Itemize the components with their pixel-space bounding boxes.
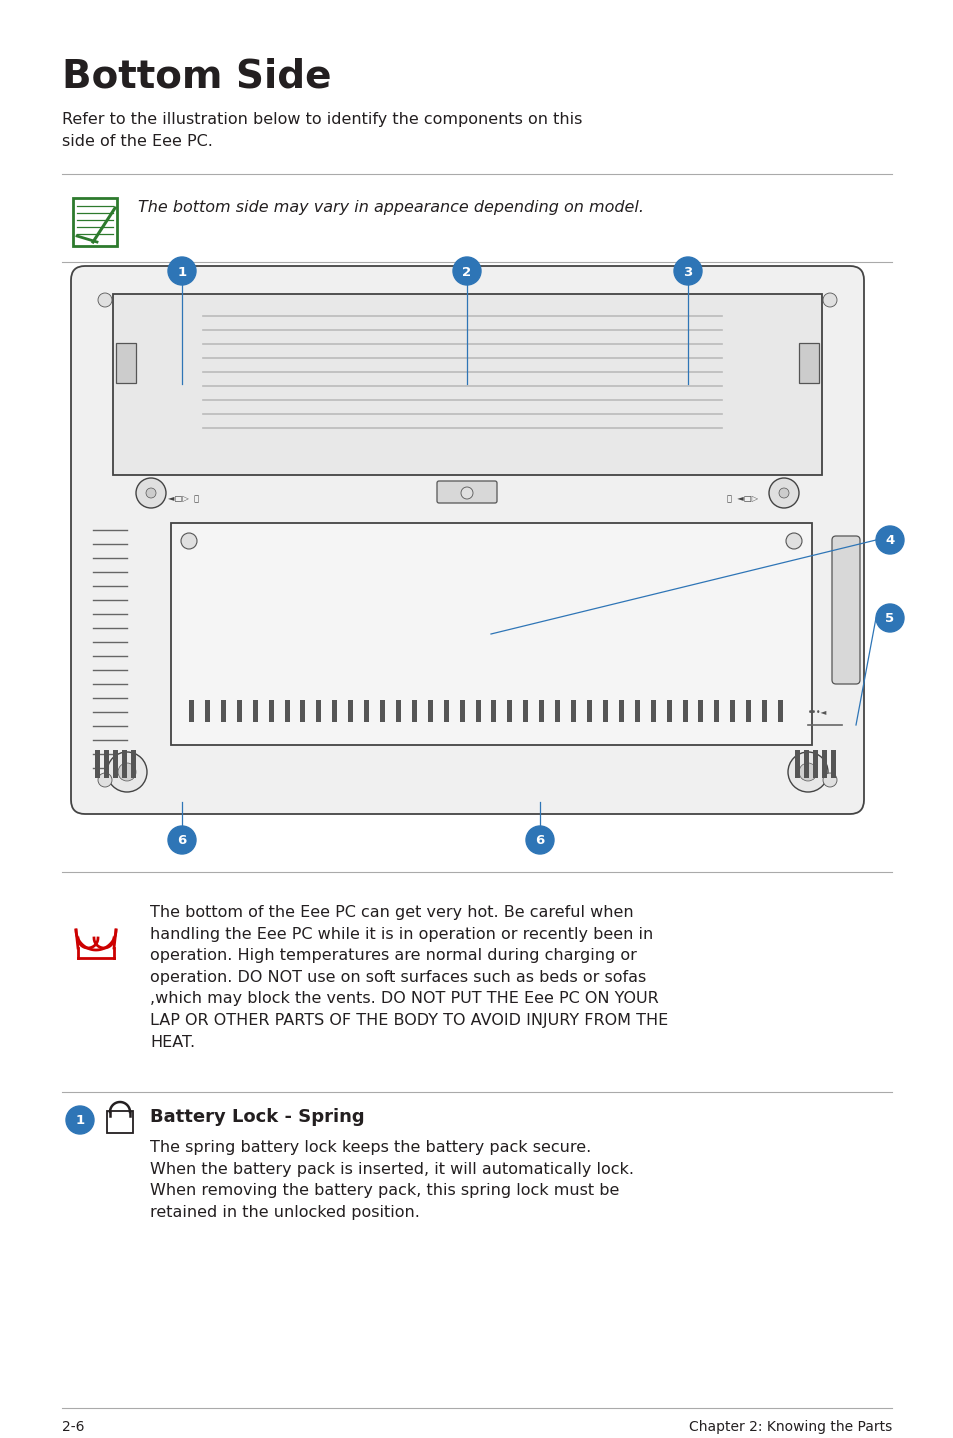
FancyBboxPatch shape: [555, 700, 559, 722]
FancyBboxPatch shape: [571, 700, 576, 722]
Circle shape: [673, 257, 701, 285]
Text: 2: 2: [462, 266, 471, 279]
FancyBboxPatch shape: [698, 700, 702, 722]
FancyBboxPatch shape: [412, 700, 416, 722]
Circle shape: [525, 825, 554, 854]
FancyBboxPatch shape: [107, 1112, 132, 1133]
Text: Chapter 2: Knowing the Parts: Chapter 2: Knowing the Parts: [688, 1419, 891, 1434]
Circle shape: [460, 487, 473, 499]
FancyBboxPatch shape: [364, 700, 369, 722]
FancyBboxPatch shape: [830, 751, 835, 778]
FancyBboxPatch shape: [332, 700, 337, 722]
Text: 4: 4: [884, 535, 894, 548]
FancyBboxPatch shape: [436, 480, 497, 503]
FancyBboxPatch shape: [586, 700, 592, 722]
FancyBboxPatch shape: [803, 751, 808, 778]
Circle shape: [822, 293, 836, 306]
Circle shape: [107, 752, 147, 792]
Text: 1: 1: [75, 1114, 85, 1127]
FancyBboxPatch shape: [634, 700, 639, 722]
FancyBboxPatch shape: [666, 700, 671, 722]
Circle shape: [453, 257, 480, 285]
FancyBboxPatch shape: [618, 700, 623, 722]
Circle shape: [822, 774, 836, 787]
Text: ⚿  ◄□▷: ⚿ ◄□▷: [726, 495, 758, 503]
FancyBboxPatch shape: [112, 293, 821, 475]
FancyBboxPatch shape: [812, 751, 817, 778]
FancyBboxPatch shape: [427, 700, 433, 722]
Text: The bottom side may vary in appearance depending on model.: The bottom side may vary in appearance d…: [138, 200, 643, 216]
Circle shape: [768, 477, 799, 508]
FancyBboxPatch shape: [714, 700, 719, 722]
FancyBboxPatch shape: [778, 700, 782, 722]
Circle shape: [787, 752, 827, 792]
Circle shape: [168, 257, 195, 285]
Text: 6: 6: [177, 834, 187, 847]
FancyBboxPatch shape: [523, 700, 528, 722]
FancyBboxPatch shape: [73, 198, 117, 246]
FancyBboxPatch shape: [316, 700, 321, 722]
Text: The bottom of the Eee PC can get very hot. Be careful when
handling the Eee PC w: The bottom of the Eee PC can get very ho…: [150, 905, 667, 1050]
FancyBboxPatch shape: [507, 700, 512, 722]
Circle shape: [136, 477, 166, 508]
FancyBboxPatch shape: [395, 700, 400, 722]
Circle shape: [785, 533, 801, 549]
Circle shape: [146, 487, 156, 498]
FancyBboxPatch shape: [379, 700, 385, 722]
FancyBboxPatch shape: [821, 751, 826, 778]
Text: ◄□▷  ⚿: ◄□▷ ⚿: [168, 495, 199, 503]
FancyBboxPatch shape: [650, 700, 655, 722]
FancyBboxPatch shape: [538, 700, 544, 722]
FancyBboxPatch shape: [269, 700, 274, 722]
Text: 3: 3: [682, 266, 692, 279]
Circle shape: [779, 487, 788, 498]
Circle shape: [66, 1106, 94, 1135]
FancyBboxPatch shape: [745, 700, 750, 722]
Circle shape: [875, 526, 903, 554]
Text: 5: 5: [884, 613, 894, 626]
FancyBboxPatch shape: [220, 700, 226, 722]
FancyBboxPatch shape: [95, 751, 100, 778]
FancyBboxPatch shape: [730, 700, 735, 722]
Circle shape: [875, 604, 903, 631]
FancyBboxPatch shape: [602, 700, 607, 722]
FancyBboxPatch shape: [189, 700, 193, 722]
Circle shape: [98, 293, 112, 306]
FancyBboxPatch shape: [253, 700, 257, 722]
FancyBboxPatch shape: [459, 700, 464, 722]
Circle shape: [98, 774, 112, 787]
Text: 6: 6: [535, 834, 544, 847]
FancyBboxPatch shape: [205, 700, 210, 722]
FancyBboxPatch shape: [794, 751, 800, 778]
FancyBboxPatch shape: [284, 700, 289, 722]
Text: The spring battery lock keeps the battery pack secure.
When the battery pack is : The spring battery lock keeps the batter…: [150, 1140, 634, 1219]
FancyBboxPatch shape: [131, 751, 136, 778]
Circle shape: [168, 825, 195, 854]
FancyBboxPatch shape: [761, 700, 766, 722]
Text: Refer to the illustration below to identify the components on this
side of the E: Refer to the illustration below to ident…: [62, 112, 581, 148]
Circle shape: [799, 764, 816, 781]
FancyBboxPatch shape: [681, 700, 687, 722]
Text: 2-6: 2-6: [62, 1419, 85, 1434]
FancyBboxPatch shape: [300, 700, 305, 722]
Text: •••◄: •••◄: [807, 707, 826, 718]
FancyBboxPatch shape: [116, 344, 136, 383]
Circle shape: [181, 533, 196, 549]
FancyBboxPatch shape: [112, 751, 118, 778]
FancyBboxPatch shape: [831, 536, 859, 684]
Text: Battery Lock - Spring: Battery Lock - Spring: [150, 1109, 364, 1126]
FancyBboxPatch shape: [104, 751, 109, 778]
FancyBboxPatch shape: [348, 700, 353, 722]
FancyBboxPatch shape: [443, 700, 448, 722]
FancyBboxPatch shape: [799, 344, 818, 383]
Text: 1: 1: [177, 266, 187, 279]
FancyBboxPatch shape: [236, 700, 241, 722]
FancyBboxPatch shape: [476, 700, 480, 722]
Text: Bottom Side: Bottom Side: [62, 58, 331, 96]
Circle shape: [118, 764, 136, 781]
FancyBboxPatch shape: [122, 751, 127, 778]
FancyBboxPatch shape: [171, 523, 811, 745]
FancyBboxPatch shape: [491, 700, 496, 722]
FancyBboxPatch shape: [71, 266, 863, 814]
